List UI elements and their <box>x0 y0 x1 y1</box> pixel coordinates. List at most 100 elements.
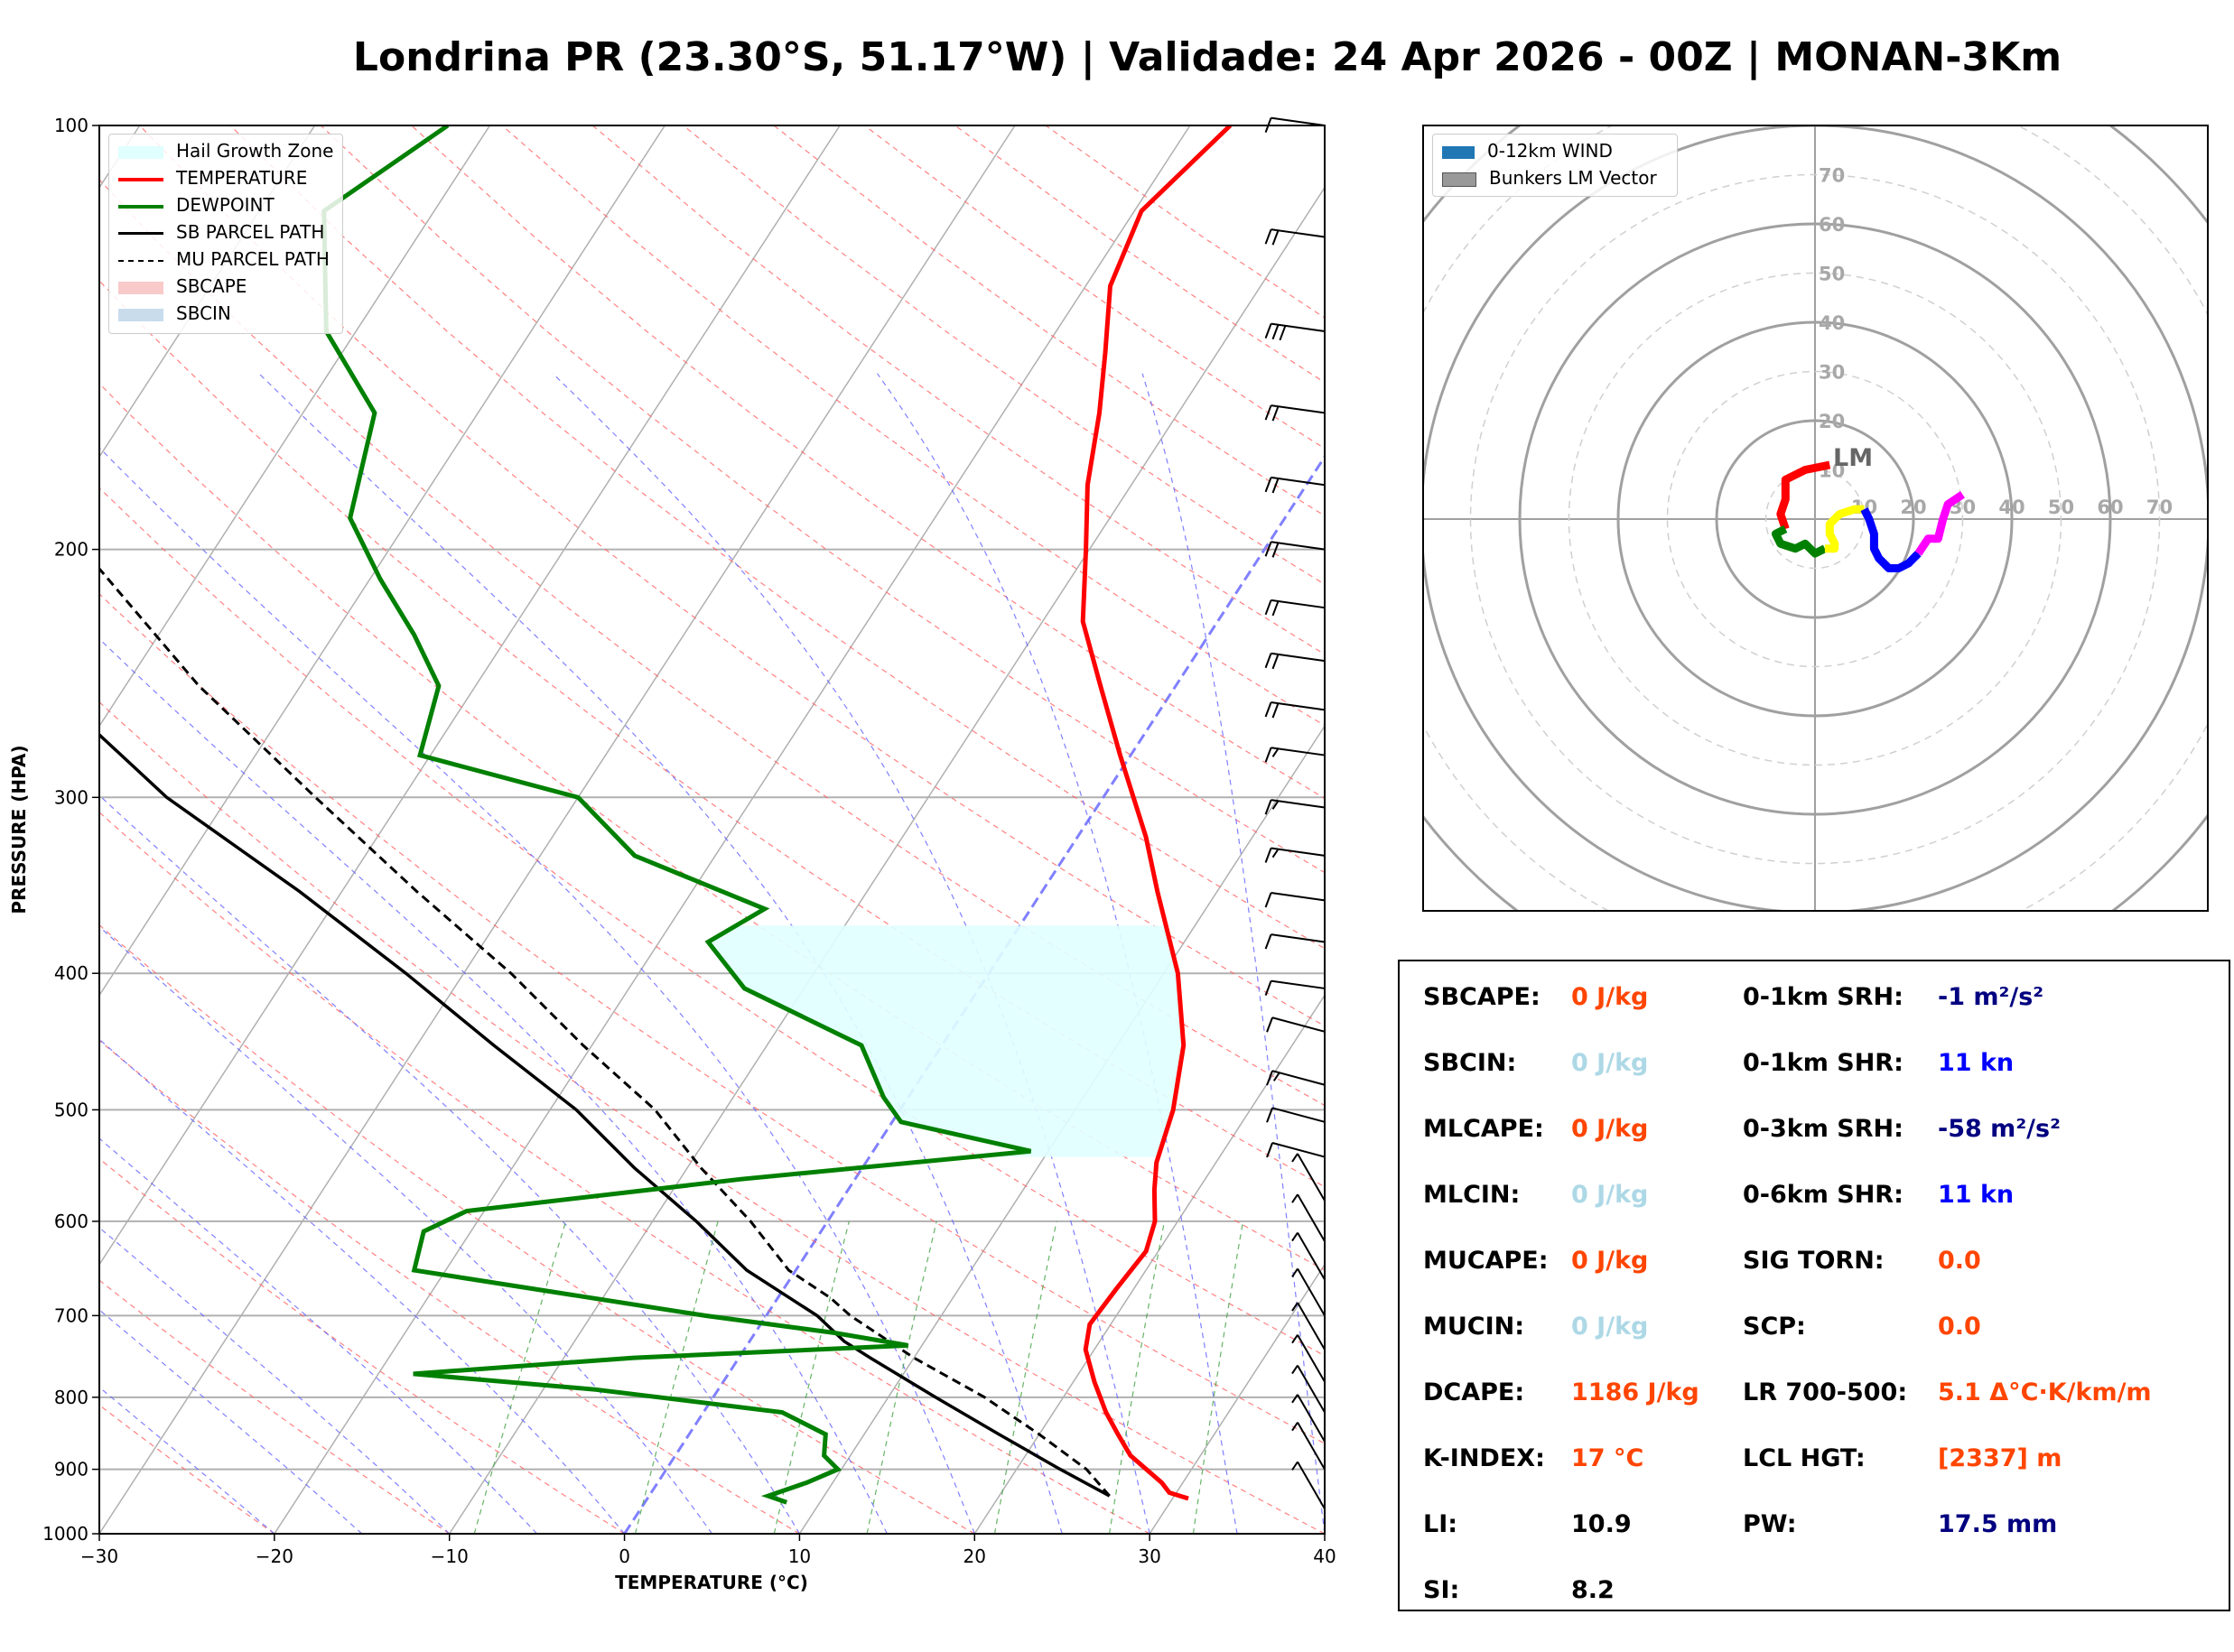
stat-label: 0-1km SHR: <box>1743 1049 1904 1077</box>
stat-value: 0 J/kg <box>1571 1049 1649 1077</box>
x-axis-label: TEMPERATURE (°C) <box>615 1572 808 1593</box>
stat-label: 0-3km SRH: <box>1743 1115 1904 1143</box>
y-tick-label: 600 <box>54 1211 88 1232</box>
moist-adiabat <box>99 1038 626 1534</box>
stat-value: 11 kn <box>1938 1181 2015 1209</box>
chart-title: Londrina PR (23.30°S, 51.17°W) | Validad… <box>352 34 2062 80</box>
moist-adiabat <box>99 637 888 1534</box>
moist-adiabat <box>552 373 1150 1534</box>
stat-label: PW: <box>1743 1510 1797 1538</box>
isotherm <box>99 125 1016 1534</box>
dry-adiabat <box>99 812 1150 1534</box>
wind-barb <box>1291 1193 1326 1242</box>
dry-adiabat <box>99 280 1325 1188</box>
legend-item: Hail Growth Zone <box>118 140 333 162</box>
stat-label: SBCAPE: <box>1423 983 1541 1011</box>
legend-item: DEWPOINT <box>118 194 275 216</box>
isotherm <box>973 994 1325 1534</box>
y-tick-label: 200 <box>54 539 88 561</box>
mixing-ratio-line <box>773 1220 850 1534</box>
temperature-line <box>1080 125 1233 1501</box>
moist-adiabat <box>99 1137 538 1534</box>
dewpoint-line <box>321 125 1032 1505</box>
x-tick-label: 10 <box>788 1545 811 1567</box>
wind-barb <box>1264 228 1326 246</box>
wind-barb <box>1291 1422 1326 1471</box>
x-tick-label: −20 <box>256 1545 293 1567</box>
legend-item: 0-12km WIND <box>1442 140 1613 162</box>
stat-value: 5.1 Δ°C·K/km/m <box>1938 1378 2152 1406</box>
isotherm <box>623 454 1325 1534</box>
mixing-ratio-line <box>1108 1220 1166 1534</box>
x-tick-label: −10 <box>431 1545 469 1567</box>
stat-value: 0 J/kg <box>1571 1247 1649 1275</box>
wind-barb <box>1266 1070 1326 1086</box>
stat-value: 0.0 <box>1938 1247 1981 1275</box>
stat-label: MUCAPE: <box>1423 1247 1549 1275</box>
stat-label: MUCIN: <box>1423 1313 1525 1341</box>
wind-barb <box>1291 1153 1326 1202</box>
y-tick-label: 900 <box>54 1459 88 1480</box>
stat-label: LCL HGT: <box>1743 1444 1866 1472</box>
stat-label: 0-1km SRH: <box>1743 983 1904 1011</box>
stat-label: DCAPE: <box>1423 1378 1525 1406</box>
wind-barb <box>1264 799 1326 815</box>
stat-label: MLCIN: <box>1423 1181 1521 1209</box>
wind-barb <box>1264 933 1326 950</box>
legend-item: SBCIN <box>118 302 231 324</box>
legend-item: Bunkers LM Vector <box>1442 167 1657 189</box>
stat-value: 0 J/kg <box>1571 1115 1649 1143</box>
y-tick-label: 700 <box>54 1304 88 1326</box>
x-tick-label: 0 <box>619 1545 630 1567</box>
moist-adiabat <box>1141 373 1325 1534</box>
isotherm <box>99 125 491 728</box>
moist-adiabat <box>99 447 975 1534</box>
stat-value: 8.2 <box>1571 1576 1615 1604</box>
y-tick-label: 500 <box>54 1099 88 1120</box>
legend-item: TEMPERATURE <box>118 167 307 189</box>
dry-adiabat <box>99 701 1325 1534</box>
isotherm <box>449 186 1325 1534</box>
moist-adiabat <box>99 1386 275 1534</box>
stat-value: -1 m²/s² <box>1938 983 2044 1011</box>
wind-barb <box>1291 1365 1326 1414</box>
mixing-ratio-line <box>1192 1220 1244 1534</box>
wind-barb <box>1264 979 1326 996</box>
stat-value: 0 J/kg <box>1571 1313 1649 1341</box>
wind-barb <box>1291 1231 1326 1280</box>
dry-adiabat <box>99 1039 800 1534</box>
mixing-ratio-line <box>866 1220 937 1534</box>
legend-item: SBCAPE <box>118 275 247 297</box>
sb-parcel-line <box>99 732 1111 1498</box>
legend-item: MU PARCEL PATH <box>118 248 330 270</box>
wind-barb <box>1291 1461 1326 1509</box>
wind-barb <box>1291 1302 1326 1350</box>
wind-barb <box>1266 1142 1326 1158</box>
wind-barb <box>1264 116 1326 134</box>
wind-barb <box>1264 599 1326 617</box>
stat-label: LI: <box>1423 1510 1458 1538</box>
stat-label: LR 700-500: <box>1743 1378 1908 1406</box>
y-axis-label: PRESSURE (HPA) <box>8 745 30 914</box>
y-tick-label: 300 <box>54 786 88 808</box>
wind-barb <box>1264 404 1326 422</box>
moist-adiabat <box>99 1309 363 1534</box>
hodograph-legend: 0-12km WIND Bunkers LM Vector <box>1432 134 1678 197</box>
legend-item: SB PARCEL PATH <box>118 221 324 243</box>
wind-barb <box>1264 892 1326 908</box>
stat-label: SI: <box>1423 1576 1460 1604</box>
stat-value: 17 °C <box>1571 1444 1644 1472</box>
wind-barb <box>1291 1334 1326 1383</box>
moist-adiabat <box>99 794 800 1534</box>
mixing-ratio-line <box>993 1220 1057 1534</box>
y-tick-label: 400 <box>54 962 88 984</box>
mixing-ratio-line <box>473 1220 567 1534</box>
isotherm <box>1149 1263 1325 1534</box>
wind-barb <box>1266 1016 1326 1033</box>
dry-adiabat <box>99 1404 275 1534</box>
x-tick-label: 30 <box>1138 1545 1160 1567</box>
stat-label: K-INDEX: <box>1423 1444 1545 1472</box>
wind-barb <box>1264 747 1326 763</box>
stats-panel: SBCAPE: 0 J/kg SBCIN: 0 J/kg MLCAPE: 0 J/kg ML… <box>1398 960 2230 1611</box>
